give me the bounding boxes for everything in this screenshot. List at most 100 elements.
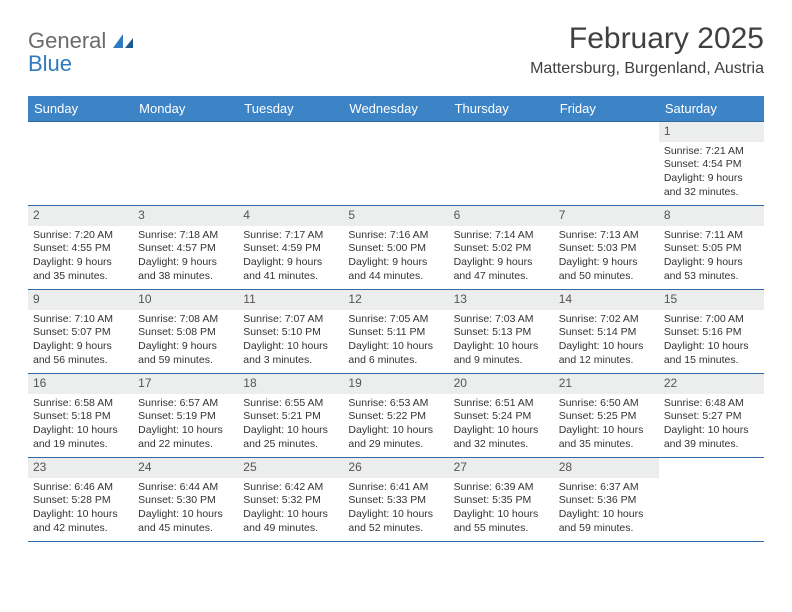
calendar-cell: 14Sunrise: 7:02 AMSunset: 5:14 PMDayligh… [554, 290, 659, 374]
location-text: Mattersburg, Burgenland, Austria [530, 60, 764, 78]
sunrise-text: Sunrise: 7:00 AM [664, 313, 759, 327]
day-body: Sunrise: 7:14 AMSunset: 5:02 PMDaylight:… [449, 226, 554, 288]
day-number: 27 [449, 458, 554, 478]
calendar-cell: 19Sunrise: 6:53 AMSunset: 5:22 PMDayligh… [343, 374, 448, 458]
day2-text: and 59 minutes. [138, 354, 233, 368]
day2-text: and 25 minutes. [243, 438, 338, 452]
sunset-text: Sunset: 5:13 PM [454, 326, 549, 340]
day-number: 6 [449, 206, 554, 226]
calendar-cell: 13Sunrise: 7:03 AMSunset: 5:13 PMDayligh… [449, 290, 554, 374]
calendar-page: General Blue February 2025 Mattersburg, … [0, 0, 792, 562]
calendar-cell: 17Sunrise: 6:57 AMSunset: 5:19 PMDayligh… [133, 374, 238, 458]
sunset-text: Sunset: 4:55 PM [33, 242, 128, 256]
day-body: Sunrise: 7:16 AMSunset: 5:00 PMDaylight:… [343, 226, 448, 288]
day1-text: Daylight: 9 hours [454, 256, 549, 270]
sunset-text: Sunset: 5:11 PM [348, 326, 443, 340]
calendar-cell: 22Sunrise: 6:48 AMSunset: 5:27 PMDayligh… [659, 374, 764, 458]
calendar-cell [659, 458, 764, 542]
day1-text: Daylight: 9 hours [664, 172, 759, 186]
sunset-text: Sunset: 5:30 PM [138, 494, 233, 508]
dayheader-monday: Monday [133, 96, 238, 122]
sunrise-text: Sunrise: 6:58 AM [33, 397, 128, 411]
calendar-cell [554, 122, 659, 206]
dayheader-saturday: Saturday [659, 96, 764, 122]
day-body: Sunrise: 7:10 AMSunset: 5:07 PMDaylight:… [28, 310, 133, 372]
calendar-cell: 28Sunrise: 6:37 AMSunset: 5:36 PMDayligh… [554, 458, 659, 542]
day2-text: and 19 minutes. [33, 438, 128, 452]
day-number: 26 [343, 458, 448, 478]
sunset-text: Sunset: 5:28 PM [33, 494, 128, 508]
day-number: 20 [449, 374, 554, 394]
calendar-header-row: Sunday Monday Tuesday Wednesday Thursday… [28, 96, 764, 122]
day-body: Sunrise: 6:46 AMSunset: 5:28 PMDaylight:… [28, 478, 133, 540]
calendar-cell: 10Sunrise: 7:08 AMSunset: 5:08 PMDayligh… [133, 290, 238, 374]
day-body: Sunrise: 6:39 AMSunset: 5:35 PMDaylight:… [449, 478, 554, 540]
day2-text: and 9 minutes. [454, 354, 549, 368]
logo-word-general: General [28, 28, 106, 53]
sunset-text: Sunset: 5:27 PM [664, 410, 759, 424]
sunset-text: Sunset: 5:10 PM [243, 326, 338, 340]
day-body: Sunrise: 6:51 AMSunset: 5:24 PMDaylight:… [449, 394, 554, 456]
day-number: 16 [28, 374, 133, 394]
sunrise-text: Sunrise: 6:48 AM [664, 397, 759, 411]
sunrise-text: Sunrise: 7:05 AM [348, 313, 443, 327]
calendar-cell: 1Sunrise: 7:21 AMSunset: 4:54 PMDaylight… [659, 122, 764, 206]
calendar-cell: 21Sunrise: 6:50 AMSunset: 5:25 PMDayligh… [554, 374, 659, 458]
calendar-cell [133, 122, 238, 206]
day2-text: and 22 minutes. [138, 438, 233, 452]
sunset-text: Sunset: 5:08 PM [138, 326, 233, 340]
sunrise-text: Sunrise: 7:08 AM [138, 313, 233, 327]
day1-text: Daylight: 10 hours [559, 508, 654, 522]
logo-word-blue: Blue [28, 53, 135, 75]
day2-text: and 49 minutes. [243, 522, 338, 536]
day-body: Sunrise: 6:37 AMSunset: 5:36 PMDaylight:… [554, 478, 659, 540]
day-body: Sunrise: 7:21 AMSunset: 4:54 PMDaylight:… [659, 142, 764, 204]
sunrise-text: Sunrise: 7:07 AM [243, 313, 338, 327]
day-number: 9 [28, 290, 133, 310]
calendar-cell: 23Sunrise: 6:46 AMSunset: 5:28 PMDayligh… [28, 458, 133, 542]
sunset-text: Sunset: 5:02 PM [454, 242, 549, 256]
day2-text: and 50 minutes. [559, 270, 654, 284]
calendar-cell: 8Sunrise: 7:11 AMSunset: 5:05 PMDaylight… [659, 206, 764, 290]
day1-text: Daylight: 10 hours [138, 508, 233, 522]
day2-text: and 52 minutes. [348, 522, 443, 536]
sunrise-text: Sunrise: 6:50 AM [559, 397, 654, 411]
day1-text: Daylight: 9 hours [664, 256, 759, 270]
calendar-cell: 25Sunrise: 6:42 AMSunset: 5:32 PMDayligh… [238, 458, 343, 542]
day-number: 2 [28, 206, 133, 226]
sunset-text: Sunset: 4:57 PM [138, 242, 233, 256]
sunset-text: Sunset: 4:59 PM [243, 242, 338, 256]
day-body: Sunrise: 7:07 AMSunset: 5:10 PMDaylight:… [238, 310, 343, 372]
sunrise-text: Sunrise: 7:14 AM [454, 229, 549, 243]
calendar-cell: 20Sunrise: 6:51 AMSunset: 5:24 PMDayligh… [449, 374, 554, 458]
day1-text: Daylight: 10 hours [243, 508, 338, 522]
calendar-cell: 11Sunrise: 7:07 AMSunset: 5:10 PMDayligh… [238, 290, 343, 374]
calendar-week-row: 9Sunrise: 7:10 AMSunset: 5:07 PMDaylight… [28, 290, 764, 374]
calendar-cell [238, 122, 343, 206]
sunrise-text: Sunrise: 6:41 AM [348, 481, 443, 495]
day-body: Sunrise: 6:57 AMSunset: 5:19 PMDaylight:… [133, 394, 238, 456]
day2-text: and 32 minutes. [454, 438, 549, 452]
day2-text: and 29 minutes. [348, 438, 443, 452]
day-number: 10 [133, 290, 238, 310]
sunrise-text: Sunrise: 6:42 AM [243, 481, 338, 495]
sunset-text: Sunset: 5:14 PM [559, 326, 654, 340]
day2-text: and 53 minutes. [664, 270, 759, 284]
day-number: 23 [28, 458, 133, 478]
calendar-cell: 4Sunrise: 7:17 AMSunset: 4:59 PMDaylight… [238, 206, 343, 290]
day-number: 24 [133, 458, 238, 478]
day-number: 14 [554, 290, 659, 310]
day-number: 25 [238, 458, 343, 478]
day-body: Sunrise: 7:08 AMSunset: 5:08 PMDaylight:… [133, 310, 238, 372]
day-body: Sunrise: 7:13 AMSunset: 5:03 PMDaylight:… [554, 226, 659, 288]
day2-text: and 39 minutes. [664, 438, 759, 452]
calendar-week-row: 23Sunrise: 6:46 AMSunset: 5:28 PMDayligh… [28, 458, 764, 542]
calendar-cell: 18Sunrise: 6:55 AMSunset: 5:21 PMDayligh… [238, 374, 343, 458]
dayheader-thursday: Thursday [449, 96, 554, 122]
day-number: 12 [343, 290, 448, 310]
calendar-cell: 6Sunrise: 7:14 AMSunset: 5:02 PMDaylight… [449, 206, 554, 290]
day1-text: Daylight: 10 hours [559, 340, 654, 354]
day-number: 15 [659, 290, 764, 310]
day-body: Sunrise: 6:42 AMSunset: 5:32 PMDaylight:… [238, 478, 343, 540]
sunset-text: Sunset: 5:32 PM [243, 494, 338, 508]
